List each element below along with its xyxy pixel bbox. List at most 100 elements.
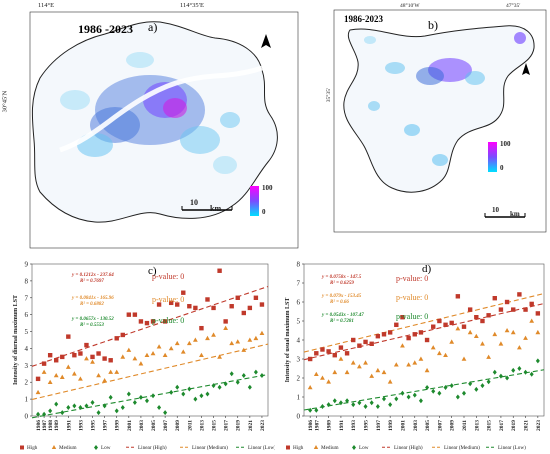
legend-label-high: High — [293, 445, 304, 451]
map-b-north-arrow-icon — [522, 63, 530, 75]
legend-label-linear-medium: Linear (Medium) — [192, 444, 228, 451]
x-tick-label: 1987 — [314, 420, 320, 431]
y-tick-label: 6 — [25, 311, 29, 319]
data-point-high — [235, 295, 240, 300]
data-point-medium — [449, 339, 455, 344]
y-tick-label: 7 — [25, 294, 29, 302]
data-point-low — [517, 366, 522, 371]
data-point-high — [307, 356, 313, 362]
p-value-low: p-value: 0 — [396, 312, 428, 321]
y-tick-label: 3 — [25, 362, 29, 370]
x-tick-label: 2009 — [175, 420, 181, 431]
data-point-high — [96, 351, 101, 356]
data-point-low — [235, 379, 240, 385]
data-point-high — [175, 302, 180, 307]
legend-label-linear-low: Linear (Low) — [248, 444, 275, 451]
y-tick-label: 0 — [297, 413, 301, 421]
x-tick-label: 2003 — [413, 420, 419, 431]
data-point-high — [150, 319, 156, 324]
data-point-medium — [467, 329, 473, 335]
map-b-coord-top-right: 47°35′ — [506, 3, 521, 9]
data-point-high — [144, 320, 150, 326]
data-point-low — [468, 381, 473, 387]
data-point-medium — [247, 337, 253, 342]
r-squared-medium: R² = 0.6882 — [80, 301, 104, 307]
data-point-medium — [498, 341, 504, 346]
data-point-low — [36, 411, 41, 417]
data-point-low — [247, 384, 252, 390]
data-point-medium — [235, 339, 241, 344]
map-panel-b: 48°10′W 47°35′ 35°35′ 1986-2023 b) 100 0… — [326, 0, 550, 235]
data-point-medium — [436, 350, 442, 356]
data-point-low — [474, 386, 479, 392]
data-point-low — [132, 399, 137, 405]
data-point-medium — [418, 356, 424, 361]
data-point-low — [114, 408, 119, 414]
map-a-scale-value: 10 — [190, 198, 198, 207]
data-point-medium — [412, 360, 418, 365]
data-point-medium — [41, 369, 47, 374]
data-point-high — [400, 315, 405, 320]
data-point-high — [193, 305, 198, 311]
y-tick-label: 8 — [25, 277, 29, 285]
data-point-medium — [174, 340, 180, 346]
data-point-low — [187, 386, 192, 392]
r-squared-low: R² = 0.7281 — [330, 318, 354, 324]
data-point-high — [253, 295, 259, 300]
data-point-low — [320, 404, 325, 409]
y-tick-label: 2 — [297, 375, 301, 383]
data-point-medium — [162, 352, 168, 357]
data-point-low — [418, 398, 423, 404]
data-point-high — [535, 311, 541, 316]
data-point-low — [406, 394, 411, 400]
x-tick-label: 2009 — [450, 420, 456, 431]
data-point-low — [412, 392, 417, 398]
data-point-high — [187, 304, 192, 309]
data-point-low — [84, 403, 89, 409]
data-point-medium — [400, 343, 405, 348]
p-value-high: p-value: 0 — [152, 272, 184, 281]
legend-label-medium: Medium — [321, 445, 339, 451]
chart-panel-label: c) — [148, 265, 157, 277]
data-point-low — [259, 372, 264, 378]
legend-marker-high — [20, 445, 24, 450]
data-point-medium — [535, 329, 541, 335]
data-point-high — [498, 307, 504, 312]
data-point-high — [461, 324, 467, 329]
x-tick-label: 1997 — [376, 420, 382, 431]
data-point-low — [42, 411, 47, 417]
data-point-medium — [516, 345, 522, 350]
data-point-high — [114, 336, 119, 341]
data-point-low — [535, 358, 540, 364]
data-point-high — [406, 335, 411, 341]
y-axis-label: Intensity of diurnal maximum LST — [13, 295, 19, 385]
data-point-low — [163, 410, 168, 416]
map-a-legend-max: 100 — [262, 184, 273, 192]
y-tick-label: 8 — [297, 261, 301, 269]
data-point-high — [102, 356, 107, 361]
map-a-graphic — [29, 11, 299, 249]
data-point-medium — [350, 360, 356, 365]
data-point-low — [308, 407, 313, 413]
data-point-medium — [132, 356, 138, 361]
data-point-low — [400, 390, 405, 396]
data-point-high — [381, 332, 387, 337]
data-point-low — [66, 405, 71, 411]
data-point-high — [211, 305, 216, 311]
y-tick-label: 5 — [297, 318, 301, 326]
data-point-high — [467, 307, 473, 312]
chart-panel-d: 0 1 2 3 4 5 6 7 8 1986 1987 1989 1991 1993 1995 1997 199… — [280, 256, 550, 454]
data-point-medium — [356, 364, 362, 369]
data-point-low — [486, 379, 491, 385]
legend-label-low: Low — [101, 445, 111, 451]
p-value-low: p-value: 0 — [152, 316, 184, 325]
data-point-medium — [486, 354, 492, 359]
y-tick-label: 2 — [25, 379, 29, 387]
data-point-high — [72, 353, 77, 358]
legend-marker-low — [94, 445, 98, 450]
data-point-low — [345, 398, 350, 404]
y-tick-label: 5 — [25, 328, 29, 336]
x-tick-label: 2007 — [163, 420, 169, 431]
data-point-medium — [156, 344, 162, 349]
data-point-low — [388, 402, 393, 408]
